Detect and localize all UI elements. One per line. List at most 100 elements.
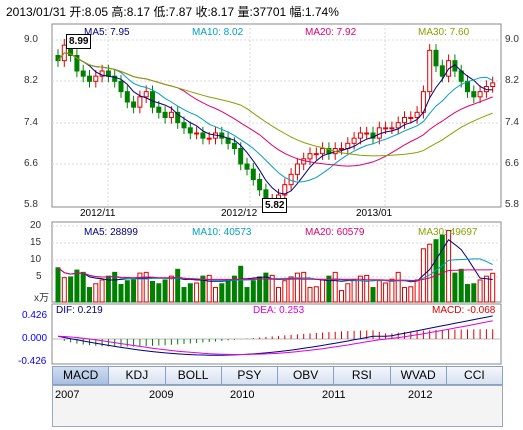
price-ytick-right: 9.0 xyxy=(505,34,519,45)
low-price-marker: 5.82 xyxy=(262,198,288,213)
macd-ytick: -0.426 xyxy=(18,356,47,367)
volume-bar xyxy=(370,287,376,303)
candlestick xyxy=(351,137,357,144)
volume-bar xyxy=(150,280,155,303)
tab-wvad[interactable]: WVAD xyxy=(390,367,447,384)
macd-dif-line xyxy=(57,315,493,356)
date-tick: 2012/12 xyxy=(221,208,258,219)
candlestick xyxy=(376,127,382,139)
volume-bar xyxy=(124,280,130,303)
candlestick xyxy=(105,70,111,77)
candlestick xyxy=(433,49,439,67)
tab-obv[interactable]: OBV xyxy=(278,367,335,384)
volume-bar xyxy=(105,275,111,303)
candlestick xyxy=(250,168,256,181)
macd-panel-frame xyxy=(51,303,502,365)
volume-bar xyxy=(313,286,319,303)
candlestick xyxy=(200,132,206,139)
volume-bar xyxy=(383,282,389,303)
macd-value-label: MACD: -0.068 xyxy=(432,305,496,316)
candlestick xyxy=(112,75,118,82)
candlestick xyxy=(257,179,263,191)
volume-bar xyxy=(194,282,200,303)
volume-bar xyxy=(301,271,307,303)
price-ytick-right: 8.2 xyxy=(505,75,519,86)
volume-bar xyxy=(483,275,489,303)
candlestick xyxy=(402,117,407,124)
candlestick xyxy=(294,163,300,175)
volume-bar xyxy=(137,272,143,303)
tab-cci[interactable]: CCI xyxy=(446,367,502,384)
time-navigator[interactable] xyxy=(52,385,503,427)
volume-bar xyxy=(219,283,225,303)
macd-dif-label: DIF: 0.219 xyxy=(56,305,103,316)
volume-ma20-label: MA20: 60579 xyxy=(305,227,365,238)
volume-ma30-label: MA30: 49697 xyxy=(418,227,478,238)
candlestick xyxy=(231,142,237,149)
price-ma30-label: MA30: 7.60 xyxy=(418,27,470,38)
macd-ytick: 0.426 xyxy=(22,310,48,321)
volume-bar xyxy=(446,230,452,303)
candlestick xyxy=(395,122,401,129)
candlestick xyxy=(181,122,187,129)
price-ma10-line xyxy=(57,52,493,183)
tab-macd[interactable]: MACD xyxy=(53,367,110,384)
candlestick xyxy=(124,91,130,103)
volume-bar xyxy=(439,234,445,303)
volume-bar xyxy=(93,283,99,303)
volume-bar xyxy=(206,274,212,303)
macd-dea-label: DEA: 0.253 xyxy=(253,305,305,316)
volume-bar xyxy=(414,279,420,303)
tab-kdj[interactable]: KDJ xyxy=(109,367,166,384)
price-ma5-label: MA5: 7.95 xyxy=(84,27,130,38)
candlestick xyxy=(168,111,174,119)
volume-bar xyxy=(68,276,74,303)
volume-bar xyxy=(332,271,338,303)
date-tick: 2012/11 xyxy=(80,208,116,219)
volume-bar xyxy=(55,267,61,303)
volume-bar xyxy=(490,272,496,303)
price-ma20-label: MA20: 7.92 xyxy=(305,27,357,38)
volume-bar xyxy=(395,271,401,303)
candlestick xyxy=(238,148,244,165)
volume-bar xyxy=(213,287,218,303)
candlestick xyxy=(118,80,124,93)
volume-bar xyxy=(156,283,162,303)
candlestick xyxy=(156,106,162,113)
volume-bar xyxy=(200,275,206,303)
volume-ytick: 5 xyxy=(36,271,42,282)
candlestick xyxy=(414,111,420,119)
high-price-marker: 8.99 xyxy=(66,34,92,49)
volume-bar xyxy=(250,280,256,303)
tab-boll[interactable]: BOLL xyxy=(165,367,222,384)
navigator-year: 2007 xyxy=(55,389,80,401)
volume-ma5-label: MA5: 28899 xyxy=(84,227,138,238)
volume-bar xyxy=(465,284,470,303)
price-ytick-left: 7.4 xyxy=(24,117,38,128)
volume-bar xyxy=(181,287,187,303)
candlestick xyxy=(206,137,212,140)
tab-rsi[interactable]: RSI xyxy=(334,367,391,384)
navigator-year: 2009 xyxy=(149,389,174,401)
candlestick xyxy=(439,65,445,77)
volume-bar xyxy=(263,272,269,303)
candlestick xyxy=(87,75,92,82)
candlestick xyxy=(244,163,250,170)
macd-ytick: 0.000 xyxy=(22,333,48,344)
volume-bar xyxy=(452,272,458,303)
candlestick xyxy=(162,111,168,119)
volume-bar xyxy=(376,280,382,303)
indicator-tabs: MACD KDJ BOLL PSY OBV RSI WVAD CCI xyxy=(52,366,503,385)
navigator-year: 2012 xyxy=(408,389,433,401)
volume-bar xyxy=(99,279,105,303)
candlestick xyxy=(477,91,483,98)
price-ytick-right: 5.8 xyxy=(505,199,519,210)
candlestick xyxy=(339,148,344,150)
volume-bar xyxy=(288,276,294,303)
tab-psy[interactable]: PSY xyxy=(221,367,278,384)
navigator-year: 2010 xyxy=(230,389,255,401)
price-ma30-line xyxy=(57,52,493,157)
volume-bar xyxy=(80,271,86,303)
candlestick xyxy=(427,49,433,93)
volume-bar xyxy=(143,271,149,303)
